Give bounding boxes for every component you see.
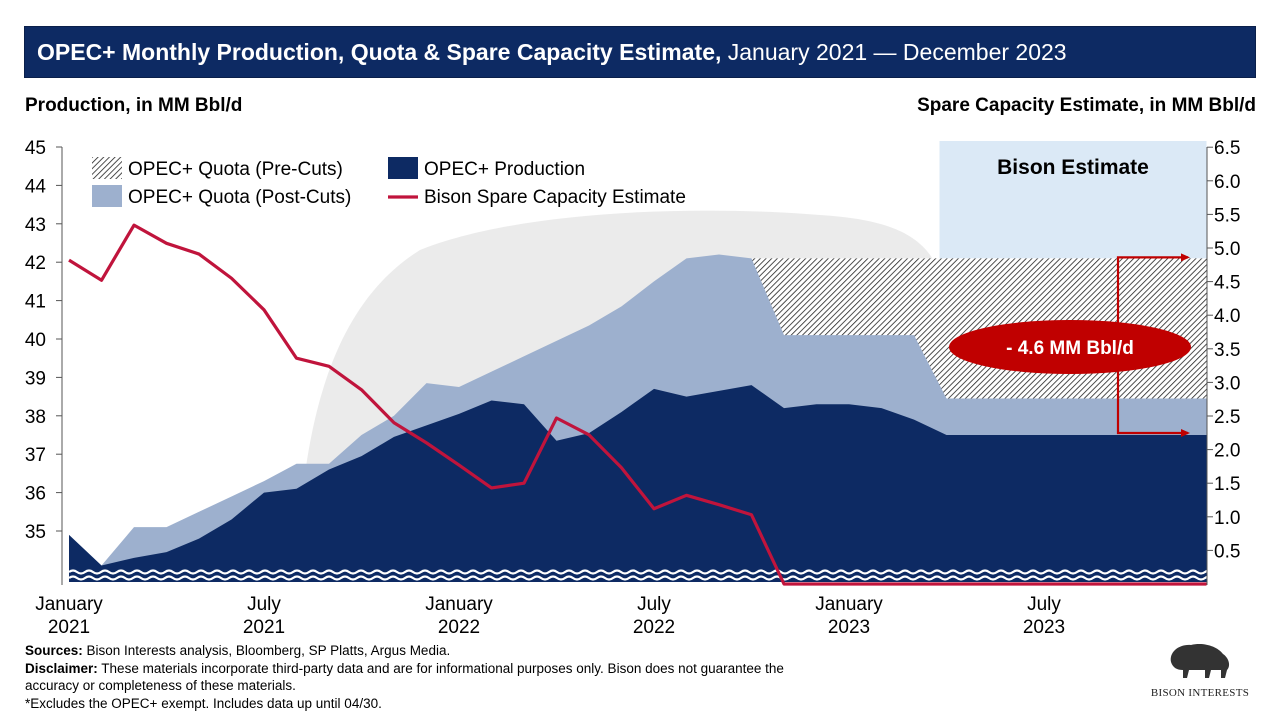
left-tick-label: 41 [25, 292, 46, 313]
footer-notes: Sources: Bison Interests analysis, Bloom… [25, 642, 785, 712]
right-tick-label: 3.5 [1214, 340, 1240, 361]
left-tick-label: 37 [25, 445, 46, 466]
x-tick-label: 2022 [438, 617, 480, 638]
disclaimer-text: These materials incorporate third-party … [25, 660, 784, 694]
right-tick-label: 3.0 [1214, 373, 1240, 394]
right-tick-label: 5.5 [1214, 205, 1240, 226]
left-tick-label: 45 [25, 138, 46, 159]
right-tick-label: 4.0 [1214, 306, 1240, 327]
reduction-callout [949, 320, 1191, 374]
right-tick-label: 6.0 [1214, 172, 1240, 193]
sources-text: Bison Interests analysis, Bloomberg, SP … [82, 643, 451, 658]
legend-label: OPEC+ Quota (Pre-Cuts) [128, 159, 343, 180]
right-tick-label: 2.5 [1214, 407, 1240, 428]
x-tick-label: January [815, 594, 883, 615]
bison-logo-icon [1170, 644, 1230, 678]
chart-subtitle: January 2021 — December 2023 [721, 39, 1067, 65]
legend-swatch [92, 185, 122, 207]
x-tick-label: 2023 [828, 617, 870, 638]
right-tick-label: 1.5 [1214, 474, 1240, 495]
x-tick-label: July [637, 594, 671, 615]
right-tick-label: 6.5 [1214, 138, 1240, 159]
left-tick-label: 36 [25, 484, 46, 505]
left-tick-label: 40 [25, 330, 46, 351]
arrow-head-icon [1181, 429, 1190, 437]
x-tick-label: January [425, 594, 493, 615]
legend-label: OPEC+ Production [424, 159, 585, 180]
x-tick-label: 2023 [1023, 617, 1065, 638]
right-axis-title: Spare Capacity Estimate, in MM Bbl/d [917, 95, 1256, 116]
logo-text: BISON INTERESTS [1150, 687, 1250, 699]
x-tick-label: July [1027, 594, 1061, 615]
sources-label: Sources: [25, 643, 83, 658]
legend-label: OPEC+ Quota (Post-Cuts) [128, 187, 351, 208]
left-tick-label: 42 [25, 253, 46, 274]
left-axis-title: Production, in MM Bbl/d [25, 95, 243, 116]
x-tick-label: 2022 [633, 617, 675, 638]
disclaimer-note: Disclaimer: These materials incorporate … [25, 660, 785, 695]
bison-estimate-label: Bison Estimate [997, 156, 1149, 179]
left-tick-label: 44 [25, 176, 47, 197]
right-tick-label: 5.0 [1214, 239, 1240, 260]
right-tick-label: 2.0 [1214, 441, 1240, 462]
axis-break-line [68, 575, 1214, 581]
bison-estimate-region [939, 141, 1207, 259]
sources-note: Sources: Bison Interests analysis, Bloom… [25, 642, 785, 660]
reduction-callout-label: - 4.6 MM Bbl/d [1006, 338, 1134, 359]
chart-title-banner: OPEC+ Monthly Production, Quota & Spare … [24, 26, 1256, 78]
right-tick-label: 4.5 [1214, 273, 1240, 294]
x-tick-label: January [35, 594, 103, 615]
x-tick-label: 2021 [243, 617, 285, 638]
series-spare-capacity-line [68, 223, 1207, 586]
exempt-note: *Excludes the OPEC+ exempt. Includes dat… [25, 695, 382, 711]
chart-title: OPEC+ Monthly Production, Quota & Spare … [37, 39, 722, 65]
right-tick-label: 0.5 [1214, 541, 1240, 562]
left-tick-label: 35 [25, 522, 46, 543]
legend-label: Bison Spare Capacity Estimate [424, 187, 686, 208]
legend-swatch [92, 157, 122, 179]
legend-swatch [388, 157, 418, 179]
bison-interests-logo: BISON INTERESTS [1140, 640, 1260, 699]
x-tick-label: 2021 [48, 617, 90, 638]
series-production-area [69, 385, 1207, 582]
right-tick-label: 1.0 [1214, 508, 1240, 529]
x-tick-label: July [247, 594, 281, 615]
left-tick-label: 43 [25, 215, 46, 236]
left-tick-label: 38 [25, 407, 46, 428]
left-tick-label: 39 [25, 368, 46, 389]
axis-break-line [68, 569, 1214, 575]
arrow-head-icon [1181, 253, 1190, 262]
disclaimer-label: Disclaimer: [25, 660, 98, 676]
